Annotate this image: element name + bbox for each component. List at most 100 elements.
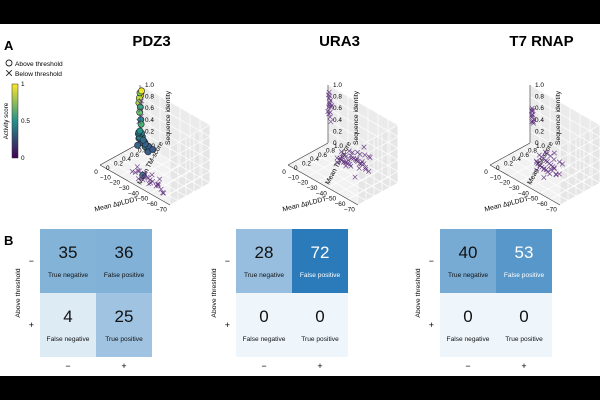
z-tick-label: 0.8: [535, 94, 544, 101]
below-threshold-point: [154, 181, 161, 187]
grid-line: [357, 182, 399, 206]
y-tick-label: 0.4: [310, 156, 319, 163]
below-threshold-point: [354, 149, 361, 155]
below-threshold-point: [534, 159, 540, 165]
below-threshold-point: [129, 169, 135, 175]
y-tick-label: 0.8: [528, 147, 537, 154]
grid-line: [327, 165, 369, 189]
col-tick-plus: +: [521, 361, 526, 371]
matrix-cell: [440, 293, 496, 357]
legend-below-label: Below threshold: [15, 71, 62, 78]
grid-line: [119, 154, 161, 177]
below-threshold-point: [142, 171, 148, 177]
matrix-cell-value: 0: [519, 307, 528, 326]
grid-line: [123, 151, 195, 193]
panel-a-plot-2: −70−60−50−40−30−20−10000.20.40.60.81.000…: [282, 33, 399, 213]
grid-line: [497, 160, 569, 201]
x-tick-label: −70: [546, 206, 557, 213]
matrix-cell-label: False positive: [300, 272, 341, 279]
y-tick-label: 0: [294, 165, 298, 172]
below-threshold-point: [138, 107, 144, 113]
below-threshold-point: [138, 113, 144, 120]
matrix-cell-label: False negative: [47, 336, 90, 343]
grid-line: [505, 155, 577, 197]
below-threshold-point: [341, 159, 347, 165]
above-threshold-point: [137, 120, 145, 128]
x-axis-label: Mean ΔpLDDT: [94, 196, 139, 214]
col-tick-minus: −: [465, 361, 470, 371]
grid-line: [347, 176, 389, 200]
z-tick-label: 0.2: [145, 128, 154, 135]
below-threshold-point: [533, 158, 539, 164]
scatter-points: [325, 89, 373, 180]
z-tick-label: 0.2: [535, 128, 544, 135]
grid-line: [549, 176, 591, 200]
x-tick-label: −60: [147, 201, 158, 208]
matrix-cell-value: 0: [463, 307, 472, 326]
matrix-cell-value: 0: [259, 307, 268, 326]
below-threshold-point: [135, 176, 141, 182]
grid-line: [107, 160, 179, 201]
below-threshold-point: [158, 186, 164, 192]
x-tick-label: −60: [335, 201, 346, 208]
below-threshold-point: [542, 149, 548, 155]
below-threshold-point: [559, 161, 565, 167]
z-tick-label: 1.0: [333, 82, 342, 89]
grid-line: [529, 107, 600, 149]
grid-line: [499, 148, 541, 172]
matrix-cell: [96, 229, 152, 293]
below-threshold-point: [534, 167, 540, 173]
below-threshold-point: [529, 114, 535, 120]
matrix-cell-value: 25: [115, 307, 134, 326]
x-tick-label: −10: [490, 174, 501, 181]
x-tick-label: −40: [128, 190, 139, 197]
legend-circle-marker: [5, 59, 13, 67]
z-axis-label: Sequence identity: [353, 90, 360, 145]
below-threshold-point: [146, 181, 152, 187]
below-threshold-point: [352, 174, 358, 180]
matrix-cell-label: True positive: [105, 336, 143, 343]
above-threshold-point: [134, 141, 141, 149]
matrix-cell-value: 28: [255, 243, 274, 262]
above-threshold-point: [138, 87, 145, 95]
below-threshold-point: [328, 104, 334, 110]
panel-b-matrix-3: 40 True negative 53 False positive 0 False ne…: [415, 229, 552, 384]
below-threshold-point: [140, 177, 146, 183]
z-tick-label: 0.4: [333, 117, 342, 124]
grid-line: [139, 119, 211, 161]
z-tick-label: 0.8: [145, 94, 154, 101]
x-tick-label: −50: [137, 196, 148, 203]
above-threshold-point: [149, 146, 157, 153]
grid-line: [297, 148, 339, 172]
matrix-cell-value: 72: [311, 243, 330, 262]
matrix-cell-value: 4: [63, 307, 72, 326]
grid-line: [139, 165, 181, 189]
below-threshold-point: [325, 108, 331, 115]
colorbar-label: Activity score: [3, 102, 10, 139]
row-tick-minus: −: [29, 256, 34, 266]
grid-line: [139, 131, 211, 172]
below-threshold-point: [536, 152, 542, 158]
below-threshold-point: [529, 112, 535, 118]
grid-line: [303, 155, 375, 197]
y-tick-label: 0.6: [318, 152, 327, 159]
below-threshold-point: [529, 107, 535, 114]
col-tick-plus: +: [121, 361, 126, 371]
top-letterbox-band: [0, 0, 600, 24]
y-tick-label: 0.6: [130, 152, 139, 159]
legend-above-label: Above threshold: [15, 61, 63, 68]
grid-line: [327, 84, 399, 126]
below-threshold-point: [541, 175, 547, 181]
panel-title: T7 RNAP: [509, 33, 573, 50]
x-axis-line: [287, 164, 359, 206]
below-threshold-point: [329, 102, 335, 109]
panel-b-label: B: [4, 233, 13, 248]
grid-line: [327, 96, 399, 137]
matrix-cell-label: True negative: [244, 272, 284, 279]
row-tick-plus: +: [29, 320, 34, 330]
panel-b-matrix-1: 35 True negative 36 False positive 4 False ne…: [15, 229, 152, 384]
matrix-cell-value: 40: [459, 243, 478, 262]
below-threshold-point: [361, 144, 367, 150]
above-threshold-point: [136, 127, 144, 135]
matrix-y-axis-label: Above threshold: [15, 268, 22, 317]
